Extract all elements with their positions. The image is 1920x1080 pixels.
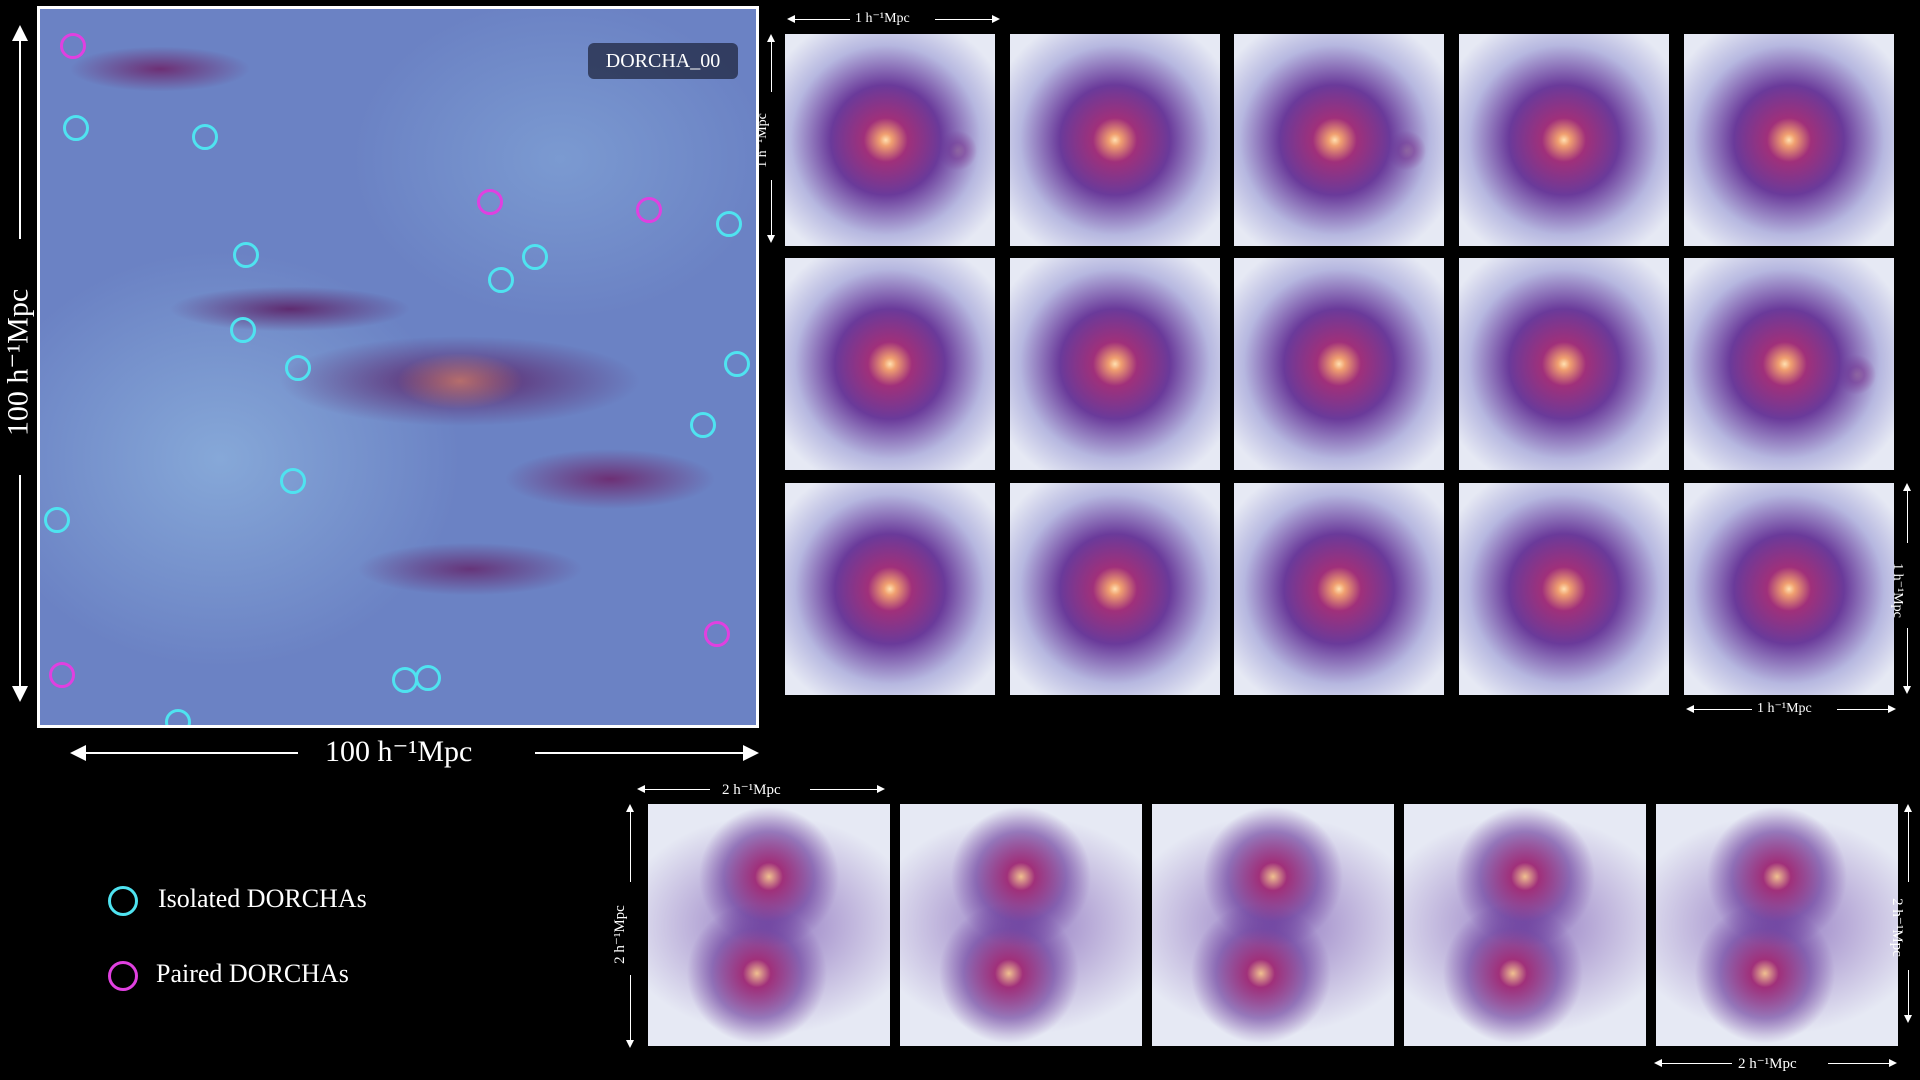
scale-arrow-right-icon xyxy=(743,745,759,761)
arrow-down-icon xyxy=(1903,686,1911,694)
scale-line xyxy=(630,812,631,882)
group-tile xyxy=(1404,804,1646,1046)
halo-tile xyxy=(1459,483,1669,695)
halo-tile xyxy=(1234,258,1444,470)
arrow-right-icon xyxy=(1888,705,1896,713)
halo-tile xyxy=(785,258,995,470)
arrow-right-icon xyxy=(1889,1059,1897,1067)
halo-tile xyxy=(1459,258,1669,470)
isolated-marker xyxy=(392,667,418,693)
halo-tile xyxy=(1459,34,1669,246)
halo-tile xyxy=(785,483,995,695)
group-tile xyxy=(1152,804,1394,1046)
scale-line xyxy=(1907,628,1908,686)
paired-marker xyxy=(636,197,662,223)
paired-marker xyxy=(704,621,730,647)
scale-line xyxy=(771,42,772,92)
map-label: DORCHA_00 xyxy=(588,43,738,79)
scale-arrow-down-icon xyxy=(12,686,28,702)
paired-legend-icon xyxy=(108,961,138,991)
halo-tile xyxy=(1684,258,1894,470)
group-tile xyxy=(1656,804,1898,1046)
map-scale-y-label: 100 h⁻¹Mpc xyxy=(1,288,35,437)
group-tile xyxy=(900,804,1142,1046)
isolated-marker xyxy=(690,412,716,438)
halo-tile xyxy=(1010,34,1220,246)
bottom-row-scale-right: 2 h⁻¹Mpc xyxy=(1888,898,1905,957)
paired-marker xyxy=(60,33,86,59)
halo-tile xyxy=(1010,258,1220,470)
scale-line xyxy=(1908,970,1909,1015)
isolated-marker xyxy=(280,468,306,494)
arrow-up-icon xyxy=(1903,483,1911,491)
isolated-marker xyxy=(522,244,548,270)
isolated-marker xyxy=(165,709,191,725)
top-grid-scale-left: 1 h⁻¹Mpc xyxy=(754,113,770,168)
scale-arrow-left-icon xyxy=(70,745,86,761)
scale-line xyxy=(535,752,745,754)
bottom-row-scale-top: 2 h⁻¹Mpc xyxy=(722,782,781,798)
scale-line xyxy=(645,789,710,790)
scale-arrow-up-icon xyxy=(12,25,28,41)
halo-tile xyxy=(1234,34,1444,246)
arrow-left-icon xyxy=(787,15,795,23)
scale-line xyxy=(1907,491,1908,543)
arrow-right-icon xyxy=(877,785,885,793)
bottom-row-scale-bottom: 2 h⁻¹Mpc xyxy=(1738,1056,1797,1072)
arrow-up-icon xyxy=(767,34,775,42)
halo-tile xyxy=(1684,483,1894,695)
paired-marker xyxy=(477,189,503,215)
isolated-marker xyxy=(192,124,218,150)
isolated-legend-icon xyxy=(108,886,138,916)
scale-line xyxy=(1694,709,1752,710)
isolated-marker xyxy=(44,507,70,533)
isolated-marker xyxy=(285,355,311,381)
scale-line xyxy=(1828,1063,1890,1064)
halo-tile xyxy=(785,34,995,246)
scale-line xyxy=(84,752,298,754)
scale-line xyxy=(771,180,772,235)
top-grid-scale-bottom: 1 h⁻¹Mpc xyxy=(1757,701,1812,716)
isolated-marker xyxy=(724,351,750,377)
map-scale-x-label: 100 h⁻¹Mpc xyxy=(325,735,473,768)
arrow-left-icon xyxy=(1654,1059,1662,1067)
arrow-down-icon xyxy=(626,1040,634,1048)
halo-tile xyxy=(1684,34,1894,246)
scale-line xyxy=(19,39,21,239)
arrow-right-icon xyxy=(992,15,1000,23)
scale-line xyxy=(810,789,878,790)
top-grid-scale-top: 1 h⁻¹Mpc xyxy=(855,11,910,26)
isolated-marker xyxy=(233,242,259,268)
scale-line xyxy=(1908,812,1909,882)
paired-marker xyxy=(49,662,75,688)
group-tile xyxy=(648,804,890,1046)
legend-paired-label: Paired DORCHAs xyxy=(156,959,349,988)
simulation-map: DORCHA_00 xyxy=(37,6,759,728)
legend-isolated-label: Isolated DORCHAs xyxy=(158,884,367,913)
scale-line xyxy=(1662,1063,1732,1064)
scale-line xyxy=(935,19,993,20)
isolated-marker xyxy=(716,211,742,237)
arrow-up-icon xyxy=(1904,804,1912,812)
isolated-marker xyxy=(63,115,89,141)
arrow-up-icon xyxy=(626,804,634,812)
arrow-left-icon xyxy=(1686,705,1694,713)
halo-tile xyxy=(1010,483,1220,695)
halo-tile xyxy=(1234,483,1444,695)
arrow-left-icon xyxy=(637,785,645,793)
bottom-row-scale-left: 2 h⁻¹Mpc xyxy=(611,905,628,964)
scale-line xyxy=(1837,709,1889,710)
arrow-down-icon xyxy=(767,235,775,243)
scale-line xyxy=(630,975,631,1040)
arrow-down-icon xyxy=(1904,1015,1912,1023)
isolated-marker xyxy=(415,665,441,691)
scale-line xyxy=(19,475,21,688)
top-grid-scale-right: 1 h⁻¹Mpc xyxy=(1889,563,1905,618)
scale-line xyxy=(795,19,850,20)
isolated-marker xyxy=(230,317,256,343)
isolated-marker xyxy=(488,267,514,293)
